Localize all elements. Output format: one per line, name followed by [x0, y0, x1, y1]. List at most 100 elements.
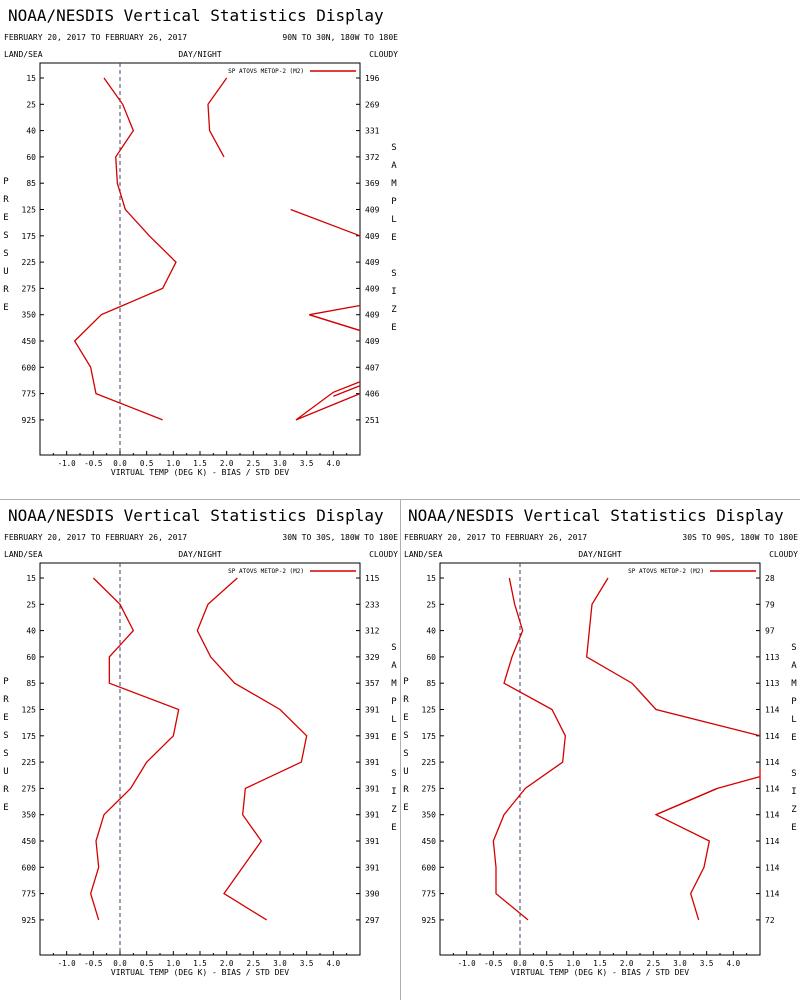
pressure-label: 450: [422, 837, 437, 846]
sample-size-axis-letter: S: [391, 769, 396, 779]
x-tick-label: 1.0: [567, 959, 581, 968]
x-tick-label: 3.5: [300, 459, 314, 468]
x-tick-label: 2.5: [247, 959, 261, 968]
stats-panel-1: NOAA/NESDIS Vertical Statistics Display F…: [0, 0, 400, 500]
plot-frame: [439, 562, 761, 956]
pressure-label: 25: [26, 100, 36, 109]
std-dev-line: [290, 208, 361, 237]
sample-size-axis-letter: S: [791, 643, 796, 653]
pressure-axis-letter: P: [3, 677, 9, 687]
x-tick-label: 2.0: [220, 459, 234, 468]
sample-size-axis-letter: E: [791, 733, 796, 743]
x-axis-label: VIRTUAL TEMP (DEG K) - BIAS / STD DEV: [111, 468, 289, 477]
chart-svg: NOAA/NESDIS Vertical Statistics Display F…: [3, 6, 398, 477]
x-tick-label: 2.5: [647, 959, 661, 968]
x-tick-label: 2.0: [220, 959, 234, 968]
pressure-label: 175: [422, 732, 437, 741]
x-tick-label: 4.0: [327, 459, 341, 468]
pressure-axis-letter: E: [3, 213, 8, 223]
sample-size-label: 409: [365, 232, 380, 241]
sample-size-label: 114: [765, 890, 780, 899]
sample-size-label: 97: [765, 627, 775, 636]
pressure-label: 225: [22, 758, 37, 767]
pressure-label: 85: [426, 679, 436, 688]
x-axis-label: VIRTUAL TEMP (DEG K) - BIAS / STD DEV: [111, 968, 289, 977]
x-tick-label: 2.0: [620, 959, 634, 968]
sample-size-label: 390: [365, 890, 380, 899]
sample-size-axis-letter: P: [791, 697, 797, 707]
sample-size-axis-letter: S: [391, 143, 396, 153]
cloudy-label: CLOUDY: [369, 550, 398, 559]
pressure-axis-letter: R: [3, 195, 9, 205]
sample-size-axis-letter: S: [791, 769, 796, 779]
sample-size-axis-letter: Z: [391, 305, 397, 315]
pressure-axis-letter: S: [403, 731, 408, 741]
std-dev-spike: [309, 304, 361, 332]
x-tick-label: 0.5: [540, 959, 554, 968]
pressure-label: 275: [22, 784, 37, 793]
std-dev-line: [654, 787, 718, 921]
sample-size-axis-letter: Z: [391, 805, 397, 815]
land-sea-label: LAND/SEA: [4, 550, 43, 559]
x-axis-label: VIRTUAL TEMP (DEG K) - BIAS / STD DEV: [511, 968, 689, 977]
sample-size-axis-letter: L: [391, 215, 396, 225]
sample-size-label: 391: [365, 758, 380, 767]
sample-size-label: 114: [765, 811, 780, 820]
day-night-label: DAY/NIGHT: [178, 50, 222, 59]
sample-size-label: 28: [765, 574, 775, 583]
x-tick-label: 4.0: [727, 959, 741, 968]
pressure-label: 275: [422, 784, 437, 793]
date-range: FEBRUARY 20, 2017 TO FEBRUARY 26, 2017: [4, 533, 187, 542]
legend-label: SP ATOVS METOP-2 (M2): [228, 68, 304, 75]
empty-panel: [401, 0, 800, 499]
cloudy-label: CLOUDY: [369, 50, 398, 59]
sample-size-label: 114: [765, 784, 780, 793]
pressure-axis-letter: E: [403, 713, 408, 723]
pressure-axis-letter: E: [3, 803, 8, 813]
pressure-label: 600: [22, 863, 37, 872]
pressure-axis-letter: S: [3, 731, 8, 741]
sample-size-axis-letter: E: [391, 823, 396, 833]
pressure-axis-letter: U: [3, 767, 8, 777]
chart-svg: NOAA/NESDIS Vertical Statistics Display F…: [3, 506, 398, 977]
pressure-label: 775: [22, 890, 37, 899]
pressure-axis-letter: E: [403, 803, 408, 813]
sample-size-label: 114: [765, 758, 780, 767]
pressure-label: 40: [26, 627, 36, 636]
panel-divider-horizontal: [0, 499, 800, 500]
sample-size-axis-letter: I: [391, 787, 396, 797]
x-tick-label: 2.5: [247, 459, 261, 468]
pressure-label: 925: [22, 416, 37, 425]
chart-svg: NOAA/NESDIS Vertical Statistics Display F…: [403, 506, 798, 977]
sample-size-label: 251: [365, 416, 380, 425]
x-tick-label: 0.0: [113, 459, 127, 468]
sample-size-label: 114: [765, 732, 780, 741]
pressure-axis-letter: S: [3, 749, 8, 759]
region-label: 90N TO 30N, 180W TO 180E: [282, 33, 398, 42]
bias-line: [73, 77, 177, 421]
sample-size-label: 115: [365, 574, 380, 583]
x-tick-label: 3.0: [273, 459, 287, 468]
pressure-label: 225: [22, 258, 37, 267]
sample-size-axis-letter: M: [391, 179, 397, 189]
sample-size-axis-letter: E: [391, 733, 396, 743]
sample-size-label: 369: [365, 179, 380, 188]
std-dev-line: [207, 77, 228, 158]
date-range: FEBRUARY 20, 2017 TO FEBRUARY 26, 2017: [4, 33, 187, 42]
pressure-label: 125: [22, 706, 37, 715]
x-tick-label: 0.0: [113, 959, 127, 968]
sample-size-label: 72: [765, 916, 775, 925]
pressure-label: 40: [426, 627, 436, 636]
sample-size-axis-letter: L: [791, 715, 796, 725]
sample-size-axis-letter: A: [391, 661, 397, 671]
pressure-label: 85: [26, 679, 36, 688]
x-tick-label: -0.5: [484, 959, 502, 968]
pressure-label: 450: [22, 337, 37, 346]
legend-label: SP ATOVS METOP-2 (M2): [628, 568, 704, 575]
pressure-label: 125: [22, 206, 37, 215]
pressure-axis-letter: R: [403, 695, 409, 705]
sample-size-label: 114: [765, 863, 780, 872]
sample-size-axis-letter: A: [791, 661, 797, 671]
pressure-label: 25: [426, 600, 436, 609]
sample-size-label: 196: [365, 74, 380, 83]
